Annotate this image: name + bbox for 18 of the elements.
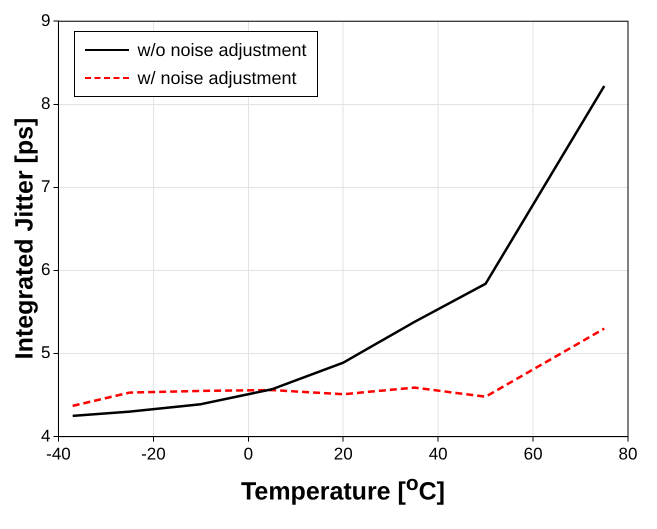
- y-tick-label: 7: [40, 177, 50, 196]
- x-tick-label: 0: [244, 444, 254, 464]
- x-tick-label: 20: [334, 444, 353, 464]
- legend-label: w/o noise adjustment: [137, 40, 307, 61]
- x-tick-label: -20: [141, 444, 166, 464]
- x-tick-label: -40: [46, 444, 71, 464]
- y-tick-label: 6: [40, 260, 50, 280]
- x-tick-label: 60: [524, 444, 543, 464]
- x-tick-label: 40: [428, 444, 448, 464]
- x-axis-title: Temperature [$^{o}$C]: [240, 472, 446, 506]
- y-tick-label: 4: [40, 426, 50, 446]
- y-tick-label: 5: [40, 343, 50, 362]
- line-series: [71, 327, 606, 408]
- y-axis-title: Integrated Jitter [ps]: [10, 117, 40, 359]
- y-tick-label: 9: [40, 10, 50, 30]
- legend-label: w/ noise adjustment: [137, 68, 297, 89]
- x-tick-label: 80: [618, 444, 638, 464]
- y-tick-label: 8: [40, 94, 50, 113]
